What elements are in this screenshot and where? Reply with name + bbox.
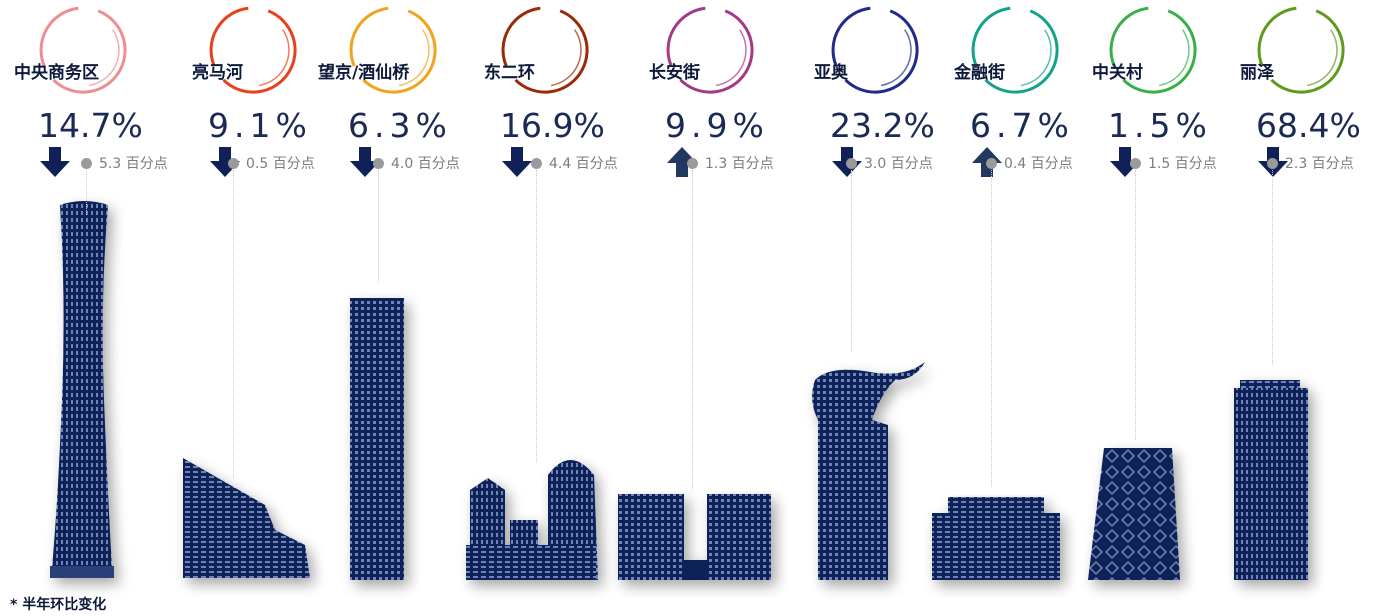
category-label: 丽泽 (1240, 63, 1274, 83)
change-label: 2.3 百分点 (1285, 156, 1354, 172)
change-label: 0.4 百分点 (1004, 156, 1073, 172)
category-label: 东二环 (484, 63, 535, 83)
leader-line (378, 170, 379, 282)
district-column: 望京/酒仙桥 6.3% 4.0 百分点 (318, 0, 468, 616)
leader-line (233, 170, 234, 478)
arrow-down-icon (210, 147, 240, 177)
vacancy-value-label: 68.4% (1256, 106, 1361, 145)
category-label: 金融街 (954, 63, 1005, 83)
arrow-down-icon (1110, 147, 1140, 177)
arrow-down-icon (350, 147, 380, 177)
change-marker-dot (687, 158, 698, 169)
building-changanjie (618, 494, 771, 580)
footnote: * 半年环比变化 (10, 597, 107, 613)
building-yaao (812, 362, 925, 580)
ring-decoration (1257, 6, 1345, 94)
building-jinrongjie (932, 497, 1060, 580)
leader-line (86, 170, 87, 215)
ring-decoration (349, 6, 437, 94)
vacancy-value-label: 6.7% (970, 106, 1074, 145)
district-column: 亮马河 9.1% 0.5 百分点 (178, 0, 328, 616)
leader-line (851, 170, 852, 352)
district-column: 中关村 1.5% 1.5 百分点 (1078, 0, 1228, 616)
leader-line (692, 170, 693, 490)
change-marker-dot (1267, 158, 1278, 169)
vacancy-value-label: 14.7% (38, 106, 143, 145)
vacancy-value-label: 9.9% (665, 106, 769, 145)
arrow-up-icon (667, 147, 697, 177)
leader-line (1135, 170, 1136, 440)
change-label: 1.3 百分点 (705, 156, 774, 172)
change-label: 4.0 百分点 (391, 156, 460, 172)
change-label: 4.4 百分点 (549, 156, 618, 172)
change-marker-dot (1130, 158, 1141, 169)
building-lize (1234, 380, 1308, 580)
change-marker-dot (986, 158, 997, 169)
ring-decoration (39, 6, 127, 94)
change-label: 1.5 百分点 (1148, 156, 1217, 172)
change-marker-dot (373, 158, 384, 169)
category-label: 长安街 (649, 63, 700, 83)
building-wangjing (350, 298, 404, 580)
change-marker-dot (531, 158, 542, 169)
category-label: 中央商务区 (14, 63, 99, 83)
category-label: 中关村 (1092, 63, 1143, 83)
arrow-down-icon (502, 147, 532, 177)
leader-line (536, 170, 537, 462)
building-liangmahe (183, 458, 310, 578)
arrow-down-icon (40, 147, 70, 177)
leader-line (1272, 170, 1273, 365)
ring-decoration (831, 6, 919, 94)
category-label: 亚奥 (814, 63, 848, 83)
building-dongerhuan (466, 460, 598, 580)
district-column: 丽泽 68.4% 2.3 百分点 (1226, 0, 1376, 616)
ring-decoration (209, 6, 297, 94)
change-label: 3.0 百分点 (864, 156, 933, 172)
vacancy-value-label: 1.5% (1108, 106, 1212, 145)
building-zhongguancun (1088, 448, 1180, 580)
ring-decoration (501, 6, 589, 94)
change-marker-dot (846, 158, 857, 169)
change-label: 5.3 百分点 (99, 156, 168, 172)
change-label: 0.5 百分点 (246, 156, 315, 172)
category-label: 亮马河 (192, 63, 243, 83)
change-marker-dot (81, 158, 92, 169)
vacancy-value-label: 23.2% (830, 106, 935, 145)
change-marker-dot (228, 158, 239, 169)
vacancy-value-label: 16.9% (500, 106, 605, 145)
leader-line (991, 170, 992, 487)
category-label: 望京/酒仙桥 (318, 63, 410, 83)
district-column: 东二环 16.9% 4.4 百分点 (470, 0, 620, 616)
ring-decoration (1109, 6, 1197, 94)
district-column: 金融街 6.7% 0.4 百分点 (940, 0, 1090, 616)
vacancy-value-label: 6.3% (348, 106, 452, 145)
vacancy-value-label: 9.1% (208, 106, 312, 145)
district-column: 长安街 9.9% 1.3 百分点 (635, 0, 785, 616)
ring-decoration (971, 6, 1059, 94)
district-column: 亚奥 23.2% 3.0 百分点 (800, 0, 950, 616)
building-cbd (50, 201, 114, 578)
district-column: 中央商务区 14.7% 5.3 百分点 (8, 0, 168, 616)
ring-decoration (666, 6, 754, 94)
